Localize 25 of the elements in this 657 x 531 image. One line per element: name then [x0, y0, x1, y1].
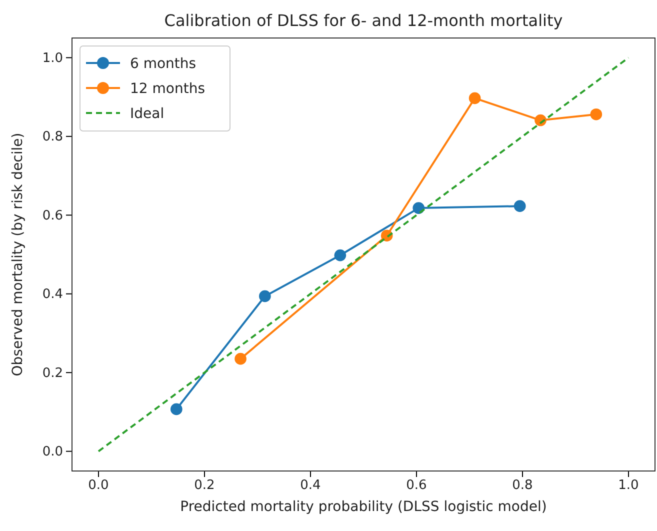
y-tick-label: 0.4	[42, 287, 63, 302]
point	[590, 108, 602, 120]
y-tick-label: 1.0	[42, 50, 63, 66]
x-tick-label: 0.8	[512, 478, 533, 494]
point	[334, 249, 346, 262]
chart-title: Calibration of DLSS for 6- and 12-month mortality	[164, 11, 563, 30]
legend-label: Ideal	[130, 106, 164, 122]
point	[468, 92, 481, 104]
y-tick-label: 0.0	[42, 444, 63, 460]
point	[234, 352, 246, 365]
x-tick-label: 0.6	[406, 478, 427, 494]
point	[514, 200, 526, 212]
x-tick-label: 0.2	[194, 478, 215, 494]
x-tick-label: 1.0	[618, 478, 639, 494]
y-tick-label: 0.6	[42, 208, 63, 224]
y-axis-title: Observed mortality (by risk decile)	[10, 132, 26, 376]
legend-label: 6 months	[130, 56, 196, 72]
point	[259, 290, 271, 302]
y-tick-label: 0.2	[42, 366, 63, 381]
x-axis-title: Predicted mortality probability (DLSS logistic model)	[180, 499, 547, 515]
x-tick-label: 0.0	[88, 478, 109, 494]
point	[170, 403, 182, 416]
legend-label: 12 months	[130, 81, 205, 97]
x-tick-label: 0.4	[300, 478, 321, 494]
y-tick-label: 0.8	[42, 130, 63, 145]
